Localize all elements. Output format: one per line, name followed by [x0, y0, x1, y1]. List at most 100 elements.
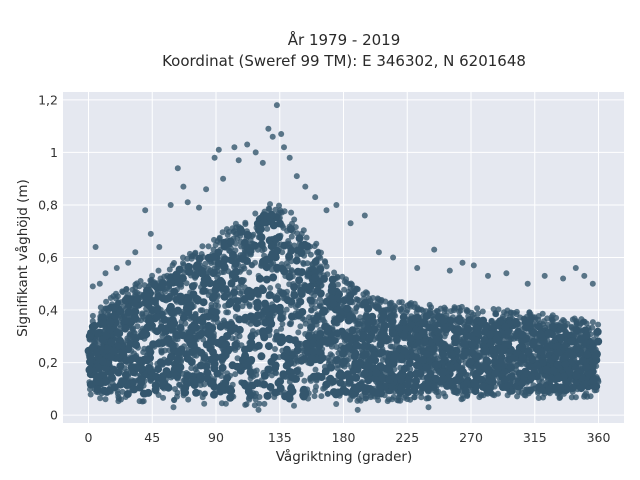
data-point: [560, 354, 569, 362]
data-point: [253, 289, 262, 298]
data-point: [568, 394, 575, 401]
data-point: [232, 303, 241, 312]
data-point: [253, 219, 262, 228]
data-point-outlier: [96, 280, 103, 287]
data-point: [399, 331, 408, 340]
data-point: [223, 332, 232, 340]
data-point: [377, 348, 386, 357]
data-point: [339, 357, 348, 366]
data-point: [260, 380, 269, 389]
data-point: [572, 371, 581, 380]
data-point: [321, 367, 330, 376]
data-point: [293, 346, 302, 355]
data-point: [423, 395, 430, 402]
data-point: [324, 390, 331, 397]
data-point: [392, 304, 399, 311]
data-point: [473, 328, 482, 337]
x-tick-labels: 0 45 90 135 180 225 270 315 360: [85, 430, 611, 445]
data-point: [501, 309, 507, 316]
data-point: [556, 383, 565, 392]
data-point: [376, 340, 385, 349]
data-point: [285, 252, 294, 261]
data-point: [173, 347, 182, 356]
data-point: [277, 333, 286, 342]
data-point: [221, 285, 230, 294]
data-point: [589, 359, 598, 367]
data-point: [226, 393, 235, 402]
data-point: [261, 400, 268, 407]
data-point: [184, 262, 193, 271]
data-point-outlier: [541, 272, 548, 279]
data-point: [326, 337, 335, 346]
data-point: [113, 290, 119, 297]
data-point: [517, 342, 526, 351]
data-point: [480, 362, 489, 371]
data-point: [279, 289, 288, 298]
data-point-outlier: [170, 404, 177, 411]
data-point: [241, 345, 249, 354]
data-point: [568, 384, 577, 392]
data-point: [288, 233, 295, 240]
data-point: [475, 310, 482, 317]
data-point: [359, 326, 365, 333]
data-point: [231, 260, 240, 268]
data-point: [257, 233, 266, 241]
data-point: [359, 351, 368, 360]
data-point: [220, 292, 229, 301]
data-point: [317, 373, 326, 381]
data-point: [377, 373, 386, 382]
data-point: [466, 357, 475, 366]
data-point: [535, 322, 543, 331]
data-point: [261, 299, 269, 308]
data-point: [240, 263, 247, 270]
data-point: [377, 334, 386, 343]
data-point: [145, 364, 153, 372]
data-point: [247, 332, 256, 341]
data-point: [280, 267, 289, 276]
data-point: [232, 371, 239, 378]
data-point: [186, 301, 195, 310]
data-point: [218, 279, 227, 288]
data-point: [114, 368, 123, 377]
data-point: [322, 380, 331, 389]
data-point: [276, 384, 285, 393]
data-point: [561, 360, 570, 368]
y-tick-label: 0,4: [38, 303, 58, 318]
data-point: [323, 327, 332, 336]
data-point: [451, 376, 460, 385]
data-point: [235, 325, 244, 334]
data-point: [264, 342, 273, 351]
data-point: [166, 302, 175, 311]
data-point: [383, 364, 392, 373]
data-point-outlier: [572, 265, 579, 271]
data-point: [252, 259, 258, 266]
data-point: [271, 364, 280, 373]
data-point-outlier: [174, 165, 181, 172]
data-point: [407, 303, 414, 310]
data-point: [254, 341, 263, 350]
data-point: [380, 321, 389, 330]
data-point: [499, 343, 508, 352]
data-point-outlier: [446, 267, 453, 274]
data-point: [455, 326, 464, 335]
data-point: [169, 262, 176, 269]
data-point: [178, 331, 187, 340]
data-point: [87, 391, 94, 398]
data-point: [97, 304, 104, 311]
data-point-outlier: [167, 202, 174, 208]
data-point: [356, 396, 362, 402]
data-point: [185, 334, 194, 343]
data-point: [210, 359, 219, 368]
data-point: [364, 318, 373, 327]
data-point: [162, 336, 171, 345]
data-point: [542, 365, 551, 374]
data-point: [333, 401, 340, 407]
data-point-outlier: [431, 246, 438, 253]
data-point: [571, 315, 578, 322]
data-point: [493, 310, 499, 317]
x-tick-label: 180: [332, 430, 356, 445]
data-point: [118, 377, 127, 386]
data-point: [211, 236, 217, 243]
data-point: [197, 329, 206, 338]
data-point: [311, 273, 320, 282]
